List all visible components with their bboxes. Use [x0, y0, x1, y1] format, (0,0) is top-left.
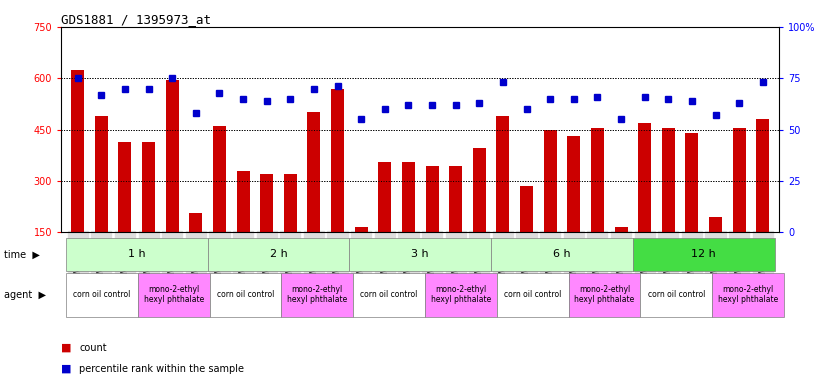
Text: mono-2-ethyl
hexyl phthalate: mono-2-ethyl hexyl phthalate [144, 285, 204, 305]
Text: mono-2-ethyl
hexyl phthalate: mono-2-ethyl hexyl phthalate [574, 285, 635, 305]
Bar [379, 162, 392, 232]
Text: corn oil control: corn oil control [217, 290, 274, 299]
Bar [71, 70, 84, 232]
Bar [237, 170, 250, 232]
Bar [543, 129, 557, 232]
Bar [142, 142, 155, 232]
Bar [355, 227, 368, 232]
Text: corn oil control: corn oil control [648, 290, 705, 299]
Bar [189, 214, 202, 232]
Text: 3 h: 3 h [411, 249, 429, 260]
Bar [733, 128, 746, 232]
Bar [567, 136, 580, 232]
Text: corn oil control: corn oil control [73, 290, 131, 299]
Bar [284, 174, 297, 232]
Bar [685, 133, 698, 232]
Text: count: count [79, 343, 107, 353]
Bar [213, 126, 226, 232]
Text: 6 h: 6 h [553, 249, 570, 260]
Text: 12 h: 12 h [691, 249, 716, 260]
Bar [756, 119, 769, 232]
Bar [402, 162, 415, 232]
Bar [662, 128, 675, 232]
Bar [260, 174, 273, 232]
Text: mono-2-ethyl
hexyl phthalate: mono-2-ethyl hexyl phthalate [431, 285, 491, 305]
Text: ■: ■ [61, 343, 75, 353]
Text: agent  ▶: agent ▶ [4, 290, 46, 300]
Bar [496, 116, 509, 232]
Text: ■: ■ [61, 364, 75, 374]
Text: mono-2-ethyl
hexyl phthalate: mono-2-ethyl hexyl phthalate [718, 285, 778, 305]
Text: corn oil control: corn oil control [504, 290, 561, 299]
Bar [614, 227, 628, 232]
Bar [426, 166, 438, 232]
Bar [308, 113, 321, 232]
Bar [591, 128, 604, 232]
Text: 2 h: 2 h [269, 249, 287, 260]
Bar [449, 166, 462, 232]
Text: percentile rank within the sample: percentile rank within the sample [79, 364, 244, 374]
Bar [331, 88, 344, 232]
Bar [520, 186, 533, 232]
Text: corn oil control: corn oil control [361, 290, 418, 299]
Bar [95, 116, 108, 232]
Bar [166, 80, 179, 232]
Bar [118, 142, 131, 232]
Text: 1 h: 1 h [128, 249, 145, 260]
Bar [638, 123, 651, 232]
Bar [472, 149, 486, 232]
Text: mono-2-ethyl
hexyl phthalate: mono-2-ethyl hexyl phthalate [287, 285, 348, 305]
Text: time  ▶: time ▶ [4, 249, 40, 260]
Text: GDS1881 / 1395973_at: GDS1881 / 1395973_at [61, 13, 211, 26]
Bar [709, 217, 722, 232]
